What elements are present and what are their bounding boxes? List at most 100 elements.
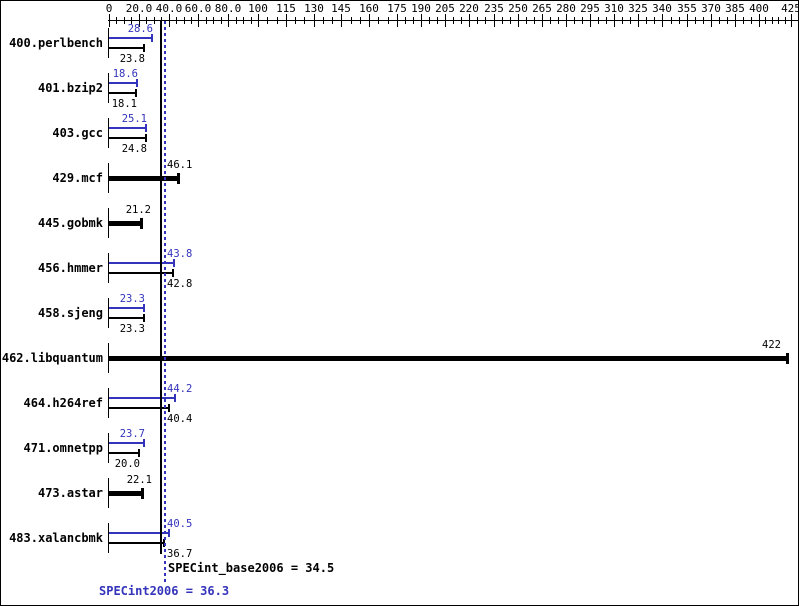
peak-value-label: 28.6 [127, 23, 153, 35]
axis-major-tick [518, 14, 519, 27]
axis-minor-tick [727, 17, 728, 24]
benchmark-name: 445.gobmk [37, 216, 103, 230]
axis-major-tick [735, 14, 736, 27]
peak-bar [109, 307, 144, 309]
axis-tick-label: 250 [508, 2, 528, 15]
axis-minor-tick [695, 17, 696, 24]
base-bar-endcap [135, 89, 137, 97]
axis-minor-tick [772, 17, 773, 24]
axis-minor-tick [743, 17, 744, 24]
base-bar [109, 47, 144, 49]
axis-major-tick [169, 14, 170, 27]
axis-minor-tick [622, 17, 623, 24]
axis-major-tick [469, 14, 470, 27]
base-bar-endcap [145, 134, 147, 142]
axis-major-tick [397, 14, 398, 27]
axis-minor-tick [477, 17, 478, 24]
base-value-label: 18.1 [111, 98, 137, 110]
peak-bar-endcap [173, 259, 175, 267]
axis-minor-tick [323, 17, 324, 24]
axis-minor-tick [413, 17, 414, 24]
axis-minor-tick [679, 17, 680, 24]
base-value-label: 21.2 [125, 204, 151, 216]
axis-major-tick [286, 14, 287, 27]
benchmark-name: 483.xalancbmk [9, 531, 103, 545]
axis-minor-tick [606, 17, 607, 24]
axis-minor-tick [778, 17, 779, 24]
axis-minor-tick [405, 17, 406, 24]
axis-tick-label: 325 [628, 2, 648, 15]
axis-tick-label: 100 [248, 2, 268, 15]
axis-minor-tick [671, 17, 672, 24]
axis-minor-tick [161, 17, 162, 24]
peak-bar [109, 442, 144, 444]
row-baseline [108, 433, 109, 463]
benchmark-name: 471.omnetpp [23, 441, 103, 455]
peak-bar [109, 397, 175, 399]
axis-major-tick [566, 14, 567, 27]
axis-minor-tick [558, 17, 559, 24]
row-baseline [108, 253, 109, 283]
base-bar [109, 452, 139, 454]
row-baseline [108, 208, 109, 238]
axis-minor-tick [154, 17, 155, 24]
base-bar-endcap [138, 449, 140, 457]
peak-bar [109, 127, 146, 129]
benchmark-name: 429.mcf [52, 171, 103, 185]
axis-minor-tick [277, 17, 278, 24]
axis-minor-tick [332, 17, 333, 24]
axis-minor-tick [116, 17, 117, 24]
benchmark-name: 462.libquantum [1, 351, 103, 365]
axis-tick-label: 370 [701, 2, 721, 15]
base-value-label: 46.1 [167, 159, 193, 171]
axis-major-tick [687, 14, 688, 27]
axis-minor-tick [213, 17, 214, 24]
base-value-label: 40.4 [167, 413, 193, 425]
axis-major-tick [494, 14, 495, 27]
axis-tick-label: 425 [781, 2, 799, 15]
axis-tick-label: 145 [331, 2, 351, 15]
row-baseline [108, 388, 109, 418]
axis-major-tick [590, 14, 591, 27]
axis-minor-tick [510, 17, 511, 24]
axis-minor-tick [378, 17, 379, 24]
peak-bar-endcap [174, 394, 176, 402]
axis-tick-label: 310 [604, 2, 624, 15]
base-value-label: 23.8 [119, 53, 145, 65]
base-bar [109, 221, 141, 226]
peak-bar [109, 532, 169, 534]
axis-major-tick [314, 14, 315, 27]
axis-tick-label: 20.0 [125, 2, 153, 15]
base-bar [109, 317, 144, 319]
row-baseline [108, 28, 109, 58]
axis-major-tick [542, 14, 543, 27]
axis-minor-tick [251, 17, 252, 24]
axis-tick-label: 0 [105, 2, 113, 15]
axis-tick-label: 160 [359, 2, 379, 15]
axis-minor-tick [131, 17, 132, 24]
base-bar [109, 137, 146, 139]
peak-value-label: 43.8 [167, 248, 193, 260]
axis-tick-label: 220 [459, 2, 479, 15]
base-mean-line [160, 21, 162, 554]
axis-minor-tick [429, 17, 430, 24]
axis-tick-label: 235 [484, 2, 504, 15]
base-bar [109, 92, 136, 94]
peak-mean-label: SPECint2006 = 36.3 [99, 584, 230, 598]
axis-minor-tick [124, 17, 125, 24]
axis-tick-label: 295 [580, 2, 600, 15]
benchmark-name: 464.h264ref [23, 396, 103, 410]
axis-minor-tick [719, 17, 720, 24]
peak-value-label: 40.5 [167, 518, 193, 530]
axis-major-tick [662, 14, 663, 27]
benchmark-name: 473.astar [37, 486, 103, 500]
axis-minor-tick [191, 17, 192, 24]
axis-tick-label: 175 [387, 2, 407, 15]
axis-minor-tick [550, 17, 551, 24]
axis-minor-tick [267, 17, 268, 24]
base-value-label: 20.0 [114, 458, 140, 470]
base-bar-endcap [786, 353, 789, 364]
axis-minor-tick [574, 17, 575, 24]
axis-tick-label: 340 [652, 2, 672, 15]
